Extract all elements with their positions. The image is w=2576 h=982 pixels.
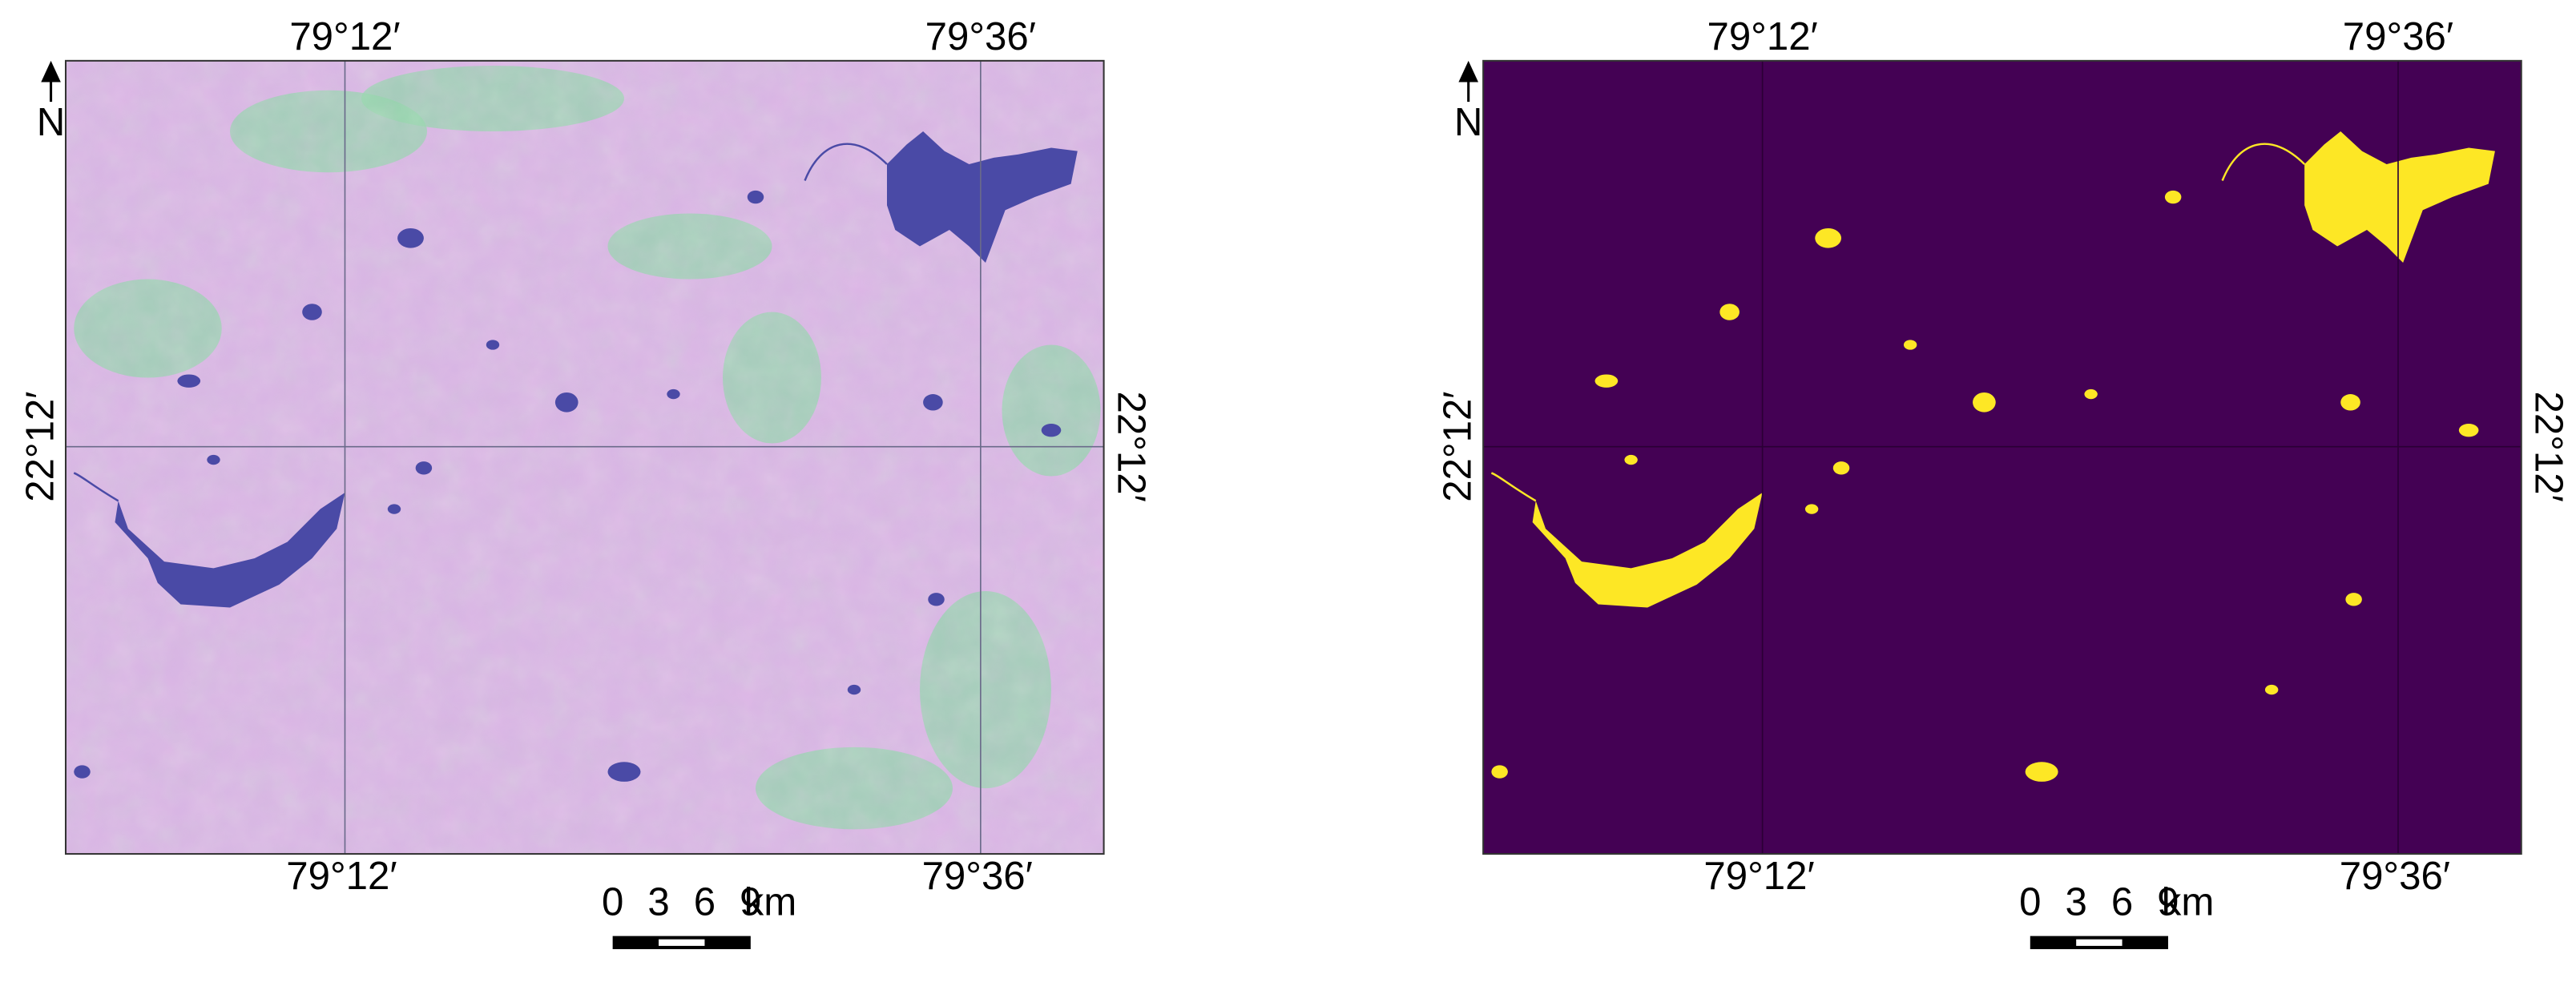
north-label: N <box>1454 100 1483 144</box>
map-frame <box>1482 59 2522 855</box>
north-arrow <box>41 60 61 83</box>
water-body <box>2340 394 2360 411</box>
water-body <box>847 684 861 695</box>
scale-bar-segment <box>659 939 705 946</box>
scale-tick-label: 3 <box>2066 880 2087 924</box>
water-body <box>177 374 201 388</box>
reservoir <box>115 493 345 608</box>
water-body <box>607 762 641 782</box>
river <box>73 472 119 502</box>
scale-tick-label: 6 <box>2111 880 2133 924</box>
scale-tick-label: 9 <box>740 880 761 924</box>
reservoir <box>1532 493 1763 608</box>
left-coordinate-label: 22°12′ <box>1435 391 1479 501</box>
top-coordinate-label: 79°12′ <box>1707 14 1817 58</box>
north-arrow <box>1458 60 1478 83</box>
water-body <box>397 227 424 248</box>
left-coordinate-label: 22°12′ <box>18 391 62 501</box>
water-body <box>207 454 220 465</box>
water-body <box>486 340 500 350</box>
water-body <box>1594 374 1619 388</box>
water-body <box>2025 762 2058 782</box>
bottom-coordinate-label: 79°12′ <box>1703 854 1814 898</box>
right-coordinate-label: 22°12′ <box>1109 391 1153 501</box>
map-panel: 79°12′ 79°12′ 79°36′ 79°36′ 22°12′ 22°12′ N 0 3 6… <box>18 14 1153 949</box>
top-coordinate-label: 79°12′ <box>289 14 400 58</box>
river <box>2221 143 2306 181</box>
water-body <box>387 504 401 514</box>
bottom-coordinate-label: 79°36′ <box>2340 854 2450 898</box>
water-body <box>2164 190 2182 204</box>
water-body <box>2084 388 2098 400</box>
water-body <box>554 392 578 413</box>
bottom-coordinate-label: 79°36′ <box>922 854 1033 898</box>
map-frame <box>64 59 1105 855</box>
water-body <box>747 190 764 204</box>
scale-tick-label: 0 <box>2019 880 2041 924</box>
water-body <box>1973 392 1996 413</box>
reservoir <box>886 131 1078 264</box>
water-body <box>415 461 433 475</box>
water-body <box>2458 423 2479 437</box>
water-body <box>1719 304 1740 320</box>
bottom-coordinate-label: 79°12′ <box>286 854 397 898</box>
water-body <box>923 394 943 411</box>
scale-unit: km <box>2162 880 2215 924</box>
water-body <box>1041 423 1062 437</box>
reservoir <box>2304 131 2495 264</box>
river <box>1490 472 1537 502</box>
scale-bar-segment <box>2076 939 2122 946</box>
scale-unit: km <box>744 880 797 924</box>
water-body <box>2264 684 2279 695</box>
water-body <box>928 593 945 606</box>
map-panel: 79°12′ 79°12′ 79°36′ 79°36′ 22°12′ 22°12′ N 0 3 6… <box>1435 14 2570 949</box>
water-body <box>2345 593 2362 606</box>
north-label: N <box>37 100 66 144</box>
top-coordinate-label: 79°36′ <box>925 14 1036 58</box>
water-body <box>1815 227 1842 248</box>
water-body <box>1804 504 1819 514</box>
water-body <box>667 388 680 400</box>
scale-tick-label: 9 <box>2157 880 2179 924</box>
scale-tick-label: 0 <box>602 880 623 924</box>
right-coordinate-label: 22°12′ <box>2526 391 2570 501</box>
top-coordinate-label: 79°36′ <box>2343 14 2453 58</box>
water-body <box>302 304 322 320</box>
water-body <box>1491 765 1508 779</box>
water-body <box>74 765 91 779</box>
water-body <box>1624 454 1638 465</box>
scale-tick-label: 3 <box>647 880 669 924</box>
river <box>804 143 888 181</box>
water-body <box>1832 461 1850 475</box>
scale-tick-label: 6 <box>694 880 716 924</box>
water-body <box>1903 340 1917 350</box>
